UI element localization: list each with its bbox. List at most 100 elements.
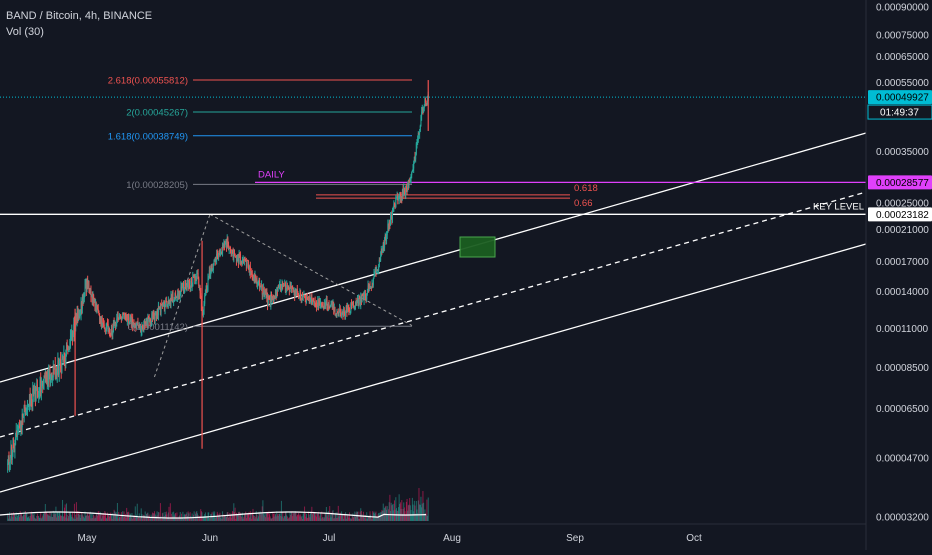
volume-bar: [89, 512, 91, 521]
volume-bar: [351, 516, 353, 521]
candle-body: [367, 285, 369, 291]
candle-body: [278, 285, 280, 287]
volume-bar: [100, 514, 102, 521]
volume-bar: [397, 507, 399, 521]
volume-bar: [122, 517, 124, 521]
volume-bar: [321, 517, 323, 521]
price-tick-label: 0.00055000: [876, 78, 929, 89]
volume-bar: [203, 515, 205, 521]
time-tick-label: Jun: [202, 533, 218, 544]
volume-bar: [245, 518, 247, 521]
volume-bar: [313, 511, 315, 521]
volume-bar: [258, 511, 260, 521]
volume-bar: [168, 506, 170, 521]
volume-bar: [125, 517, 127, 521]
volume-bar: [390, 511, 392, 521]
candle-body: [293, 291, 295, 293]
candle-body: [171, 293, 173, 298]
candle-body: [71, 331, 73, 334]
price-tick-label: 0.00065000: [876, 52, 929, 63]
candle-body: [79, 313, 81, 317]
candle-body: [169, 301, 171, 305]
candle-body: [314, 301, 316, 304]
volume-bar: [108, 516, 110, 521]
candle-body: [110, 325, 112, 335]
candle-body: [15, 437, 17, 445]
candle-body: [364, 294, 366, 296]
volume-bar: [28, 516, 30, 521]
candle-body: [234, 254, 236, 257]
candle-body: [269, 299, 271, 307]
volume-bar: [91, 518, 93, 521]
candle-body: [176, 297, 178, 299]
candle-body: [410, 175, 412, 179]
candle-body: [361, 293, 363, 303]
candle-body: [403, 187, 405, 190]
candle-body: [217, 255, 219, 257]
candle-body: [206, 287, 208, 292]
candle-body: [60, 359, 62, 369]
candle-body: [194, 276, 196, 280]
volume-bar: [266, 511, 268, 521]
candle-body: [207, 277, 209, 290]
volume-bar: [406, 498, 408, 521]
volume-bar: [9, 512, 11, 521]
candle-body: [89, 289, 91, 291]
candle-body: [294, 288, 296, 297]
pattern-line: [153, 214, 211, 378]
volume-bar: [233, 503, 235, 521]
volume-bar: [95, 513, 97, 521]
volume-bar: [423, 502, 425, 521]
candle-body: [250, 273, 252, 275]
candle-body: [45, 371, 47, 377]
candle-body: [146, 318, 148, 324]
candle-body: [13, 447, 15, 453]
volume-bar: [140, 517, 142, 521]
candle-body: [7, 459, 9, 464]
volume-bar: [312, 513, 314, 521]
candle-body: [157, 310, 159, 316]
candle-body: [394, 205, 396, 208]
volume-bar: [31, 514, 33, 521]
volume-bar: [30, 513, 32, 521]
volume-bar: [230, 517, 232, 521]
candle-body: [339, 308, 341, 312]
candle-body: [366, 293, 368, 300]
symbol-title[interactable]: BAND / Bitcoin, 4h, BINANCE: [6, 10, 153, 22]
candle-body: [185, 282, 187, 287]
candle-body: [316, 306, 318, 308]
volume-bar: [29, 515, 31, 521]
volume-bar: [175, 517, 177, 521]
candle-body: [425, 103, 427, 105]
candle-body: [155, 312, 157, 316]
volume-bar: [257, 516, 259, 521]
candle-body: [87, 283, 89, 289]
volume-bar: [38, 515, 40, 521]
candle-body: [386, 235, 388, 241]
candle-body: [118, 317, 120, 319]
volume-bar: [287, 518, 289, 521]
candle-body: [110, 333, 112, 335]
volume-bar: [126, 507, 128, 521]
candle-body: [128, 322, 130, 324]
volume-bar: [129, 513, 131, 521]
candle-body: [142, 328, 144, 329]
candles-layer: [7, 80, 429, 473]
volume-bar: [131, 513, 133, 521]
candle-body: [194, 278, 196, 280]
candle-body: [268, 296, 270, 299]
volume-bar: [243, 517, 245, 521]
volume-bar: [21, 516, 23, 521]
volume-indicator-label[interactable]: Vol (30): [6, 26, 44, 38]
candle-body: [323, 306, 325, 309]
candle-body: [19, 424, 21, 428]
candle-body: [21, 421, 23, 428]
candle-body: [11, 446, 13, 460]
volume-bar: [288, 517, 290, 521]
volume-bar: [117, 518, 119, 521]
volume-bar: [247, 513, 249, 521]
volume-bar: [393, 503, 395, 521]
volume-bar: [48, 515, 50, 521]
